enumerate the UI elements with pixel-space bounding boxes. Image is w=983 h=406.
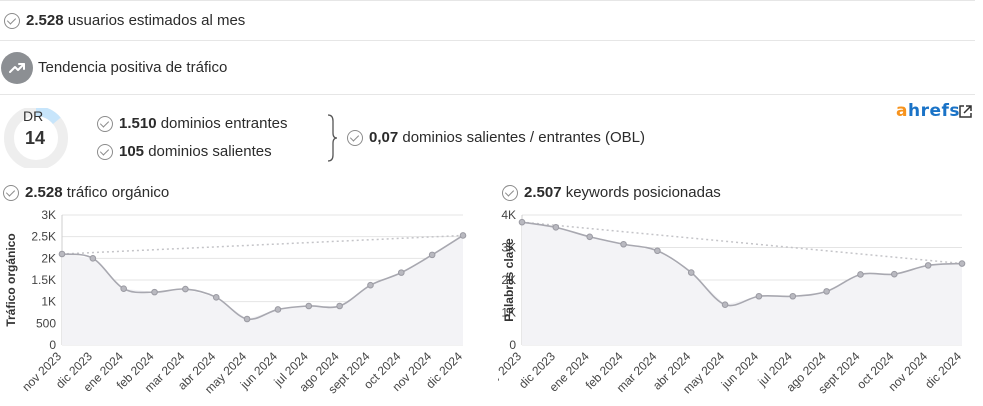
- y-tick-label: 1.5K: [31, 273, 56, 287]
- data-point[interactable]: [182, 285, 189, 293]
- y-axis-label: Tráfico orgánico: [4, 233, 18, 326]
- y-tick-label: 500: [36, 316, 56, 330]
- data-point[interactable]: [857, 271, 864, 278]
- trending-up-icon: [1, 51, 33, 84]
- x-tick-label: jun 2024: [718, 349, 761, 392]
- brace-divider: [327, 114, 338, 162]
- y-tick-label: 3K: [41, 208, 56, 222]
- data-point[interactable]: [958, 260, 966, 267]
- y-tick-label: 3K: [501, 241, 516, 255]
- domain-rating-gauge: [4, 108, 68, 168]
- area-fill: [522, 222, 962, 345]
- linked-domains-stat: 105 dominios salientes: [97, 143, 272, 160]
- data-point[interactable]: [398, 269, 405, 276]
- data-point[interactable]: [212, 294, 220, 301]
- y-tick-label: 1K: [501, 306, 516, 320]
- traffic-trend-text: Tendencia positiva de tráfico: [38, 59, 228, 76]
- external-link-icon[interactable]: [958, 104, 973, 119]
- data-point[interactable]: [336, 302, 343, 310]
- traffic-trend-row: Tendencia positiva de tráfico: [0, 41, 975, 95]
- trend-line: [521, 221, 963, 265]
- data-point[interactable]: [120, 285, 127, 292]
- data-point[interactable]: [151, 288, 158, 296]
- data-point[interactable]: [305, 302, 313, 310]
- data-point[interactable]: [552, 224, 560, 231]
- data-point[interactable]: [823, 288, 830, 295]
- data-point[interactable]: [58, 250, 66, 258]
- data-point[interactable]: [654, 247, 661, 255]
- estimated-users-text: 2.528 usuarios estimados al mes: [26, 12, 246, 29]
- data-point[interactable]: [891, 270, 898, 278]
- data-point[interactable]: [721, 301, 729, 308]
- data-point[interactable]: [243, 315, 251, 323]
- dr-label: DR: [23, 108, 44, 124]
- y-tick-label: 0: [49, 338, 56, 352]
- y-tick-label: 1K: [41, 295, 56, 309]
- dr-value: 14: [25, 128, 46, 148]
- referring-domains-stat: 1.510 dominios entrantes: [97, 115, 287, 132]
- data-point[interactable]: [89, 255, 97, 262]
- y-tick-label: 4K: [501, 208, 516, 222]
- data-point[interactable]: [518, 218, 526, 226]
- trend-line: [61, 234, 464, 255]
- y-axis-label: Palabras clave: [502, 238, 516, 322]
- data-point[interactable]: [586, 233, 593, 241]
- organic-traffic-title: 2.528 tráfico orgánico: [3, 184, 169, 201]
- check-circle-icon: [97, 143, 113, 160]
- estimated-users-row: 2.528 usuarios estimados al mes: [0, 0, 975, 41]
- area-fill: [62, 235, 463, 345]
- data-point[interactable]: [755, 292, 763, 300]
- y-tick-label: 0: [509, 338, 516, 352]
- data-point[interactable]: [274, 306, 282, 313]
- x-tick-label: nov 2023: [498, 349, 524, 394]
- y-tick-label: 2K: [501, 273, 516, 287]
- data-point[interactable]: [789, 292, 797, 300]
- data-point[interactable]: [687, 269, 695, 276]
- check-circle-icon: [347, 129, 363, 146]
- check-circle-icon: [3, 184, 19, 201]
- check-circle-icon: [502, 184, 518, 201]
- check-circle-icon: [97, 115, 113, 132]
- obl-ratio-stat: 0,07 dominios salientes / entrantes (OBL…: [347, 129, 645, 146]
- data-point[interactable]: [367, 281, 374, 289]
- ahrefs-logo-link[interactable]: ahrefs: [896, 101, 961, 121]
- check-circle-icon: [4, 12, 20, 29]
- dr-gauge-fill: [35, 108, 61, 125]
- data-point[interactable]: [459, 232, 467, 239]
- data-point[interactable]: [620, 240, 627, 248]
- data-point[interactable]: [924, 262, 932, 269]
- x-tick-label: dic 2024: [922, 349, 964, 391]
- y-tick-label: 2.5K: [31, 230, 56, 244]
- keywords-title: 2.507 keywords posicionadas: [502, 184, 721, 201]
- data-point[interactable]: [428, 251, 436, 259]
- y-tick-label: 2K: [41, 251, 56, 265]
